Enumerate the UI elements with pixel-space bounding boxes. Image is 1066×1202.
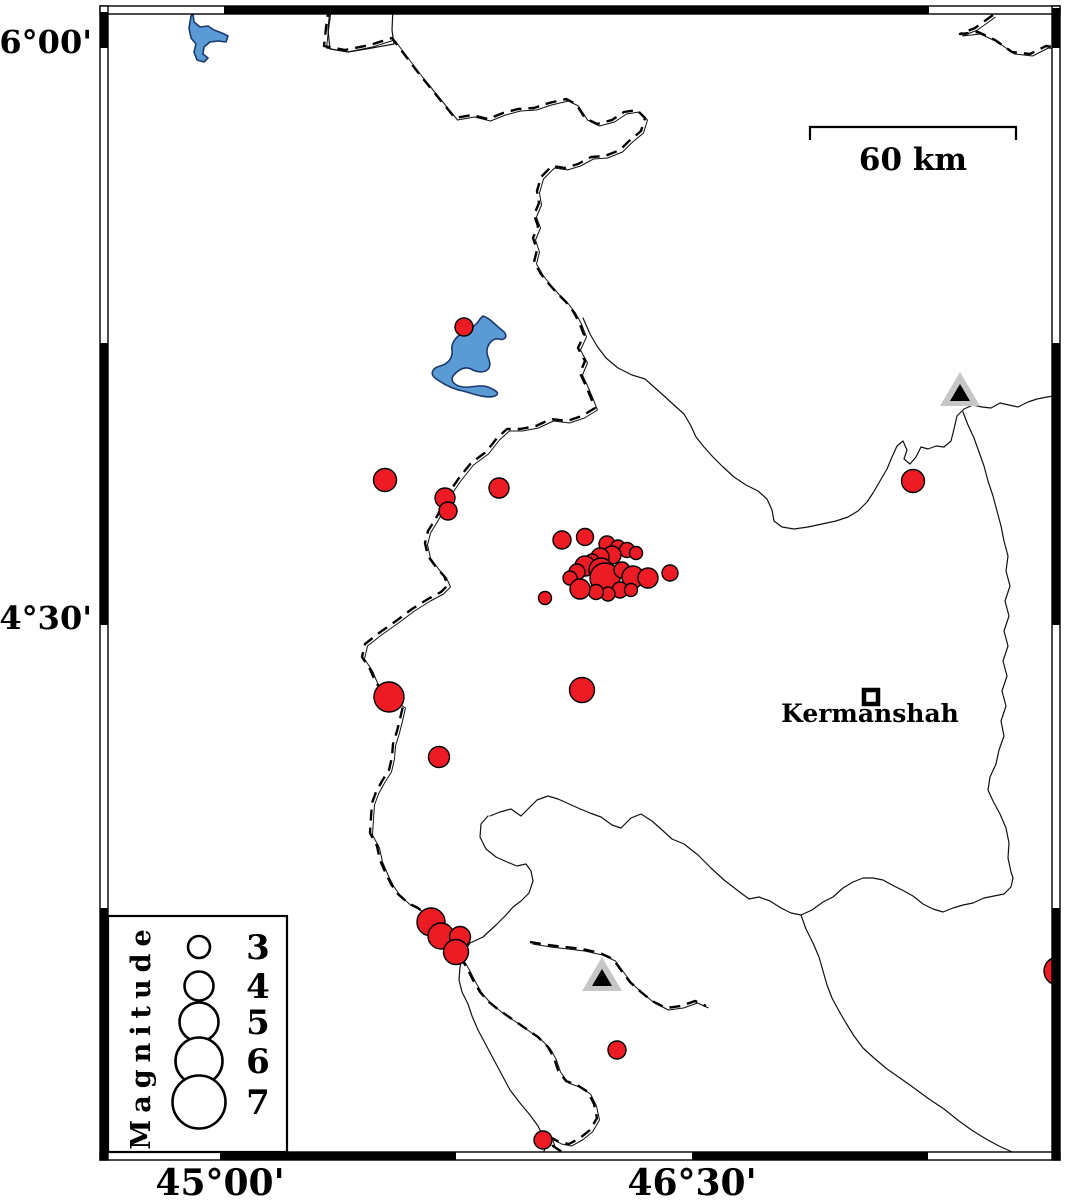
- earthquake-marker: [552, 530, 572, 550]
- lake-2: [431, 315, 507, 398]
- border-dashed-line-3: [958, 14, 1054, 56]
- scale-bar: [808, 125, 1018, 140]
- river-line-2: [582, 317, 775, 522]
- earthquake-marker: [569, 578, 591, 600]
- legend-magnitude-label: 3: [246, 928, 270, 968]
- frame-black-segment-bottom: [692, 1152, 928, 1160]
- lake-1: [188, 12, 229, 63]
- frame-black-segment-right: [1052, 8, 1060, 48]
- frame-black-segment-left: [100, 908, 108, 1160]
- earthquake-marker: [900, 468, 926, 494]
- city-label: Kermanshah: [781, 699, 959, 728]
- river-line-4: [962, 411, 1014, 879]
- earthquake-marker: [607, 1040, 627, 1060]
- frame-black-segment-right: [1052, 908, 1060, 1160]
- river-line-6: [489, 795, 1014, 916]
- map-frame: [99, 5, 1061, 1161]
- station-triangle-inner: [950, 384, 970, 401]
- frame-black-segment-left: [100, 343, 108, 625]
- earthquake-marker: [623, 582, 639, 598]
- frame-black-segment-left: [100, 12, 108, 48]
- earthquake-marker: [533, 1130, 553, 1150]
- scale-bar-label: 60 km: [859, 142, 967, 178]
- border-dashed-line-2: [529, 940, 707, 1010]
- earthquake-marker: [637, 567, 659, 589]
- earthquake-marker: [427, 745, 451, 769]
- axis-label-left: 34°30': [0, 599, 92, 637]
- frame-black-segment-top: [224, 6, 929, 14]
- earthquake-marker: [442, 938, 470, 966]
- axis-label-left: 36°00': [0, 23, 92, 61]
- earthquake-marker: [587, 583, 605, 601]
- legend-magnitude-label: 7: [246, 1083, 270, 1123]
- earthquake-marker: [438, 501, 458, 521]
- legend-magnitude-circle-5: [178, 1001, 220, 1043]
- station-triangle: [940, 372, 980, 406]
- earthquake-marker: [372, 467, 398, 493]
- legend-magnitude-circle-3: [186, 934, 212, 960]
- city-kermanshah: [861, 687, 881, 707]
- legend-magnitude-label: 6: [246, 1042, 270, 1082]
- frame-black-segment-right: [1052, 343, 1060, 625]
- station-triangle: [582, 957, 622, 991]
- legend-magnitude-label: 5: [246, 1003, 270, 1043]
- axis-label-bottom: 46°30': [627, 1162, 756, 1202]
- earthquake-marker: [488, 477, 510, 499]
- river-line-3: [773, 395, 1054, 530]
- earthquake-marker: [454, 317, 474, 337]
- earthquake-marker: [373, 681, 405, 713]
- legend-magnitude-circle-7: [171, 1074, 227, 1130]
- legend-magnitude-circle-4: [183, 970, 215, 1002]
- frame-black-segment-bottom: [220, 1152, 456, 1160]
- axis-label-bottom: 45°00': [155, 1162, 284, 1202]
- river-line-7: [800, 914, 1017, 1154]
- earthquake-marker: [537, 590, 553, 606]
- scale-bar-bracket: [808, 125, 1018, 140]
- earthquake-marker: [661, 564, 679, 582]
- border-dashed-line-1: [322, 12, 647, 1154]
- earthquake-marker: [628, 545, 644, 561]
- earthquake-marker: [568, 676, 596, 704]
- station-triangle-inner: [592, 969, 612, 986]
- legend-title: Magnitude: [126, 922, 157, 1149]
- city-square-marker: [861, 687, 881, 707]
- earthquake-marker: [575, 527, 595, 547]
- legend-magnitude-label: 4: [246, 967, 270, 1007]
